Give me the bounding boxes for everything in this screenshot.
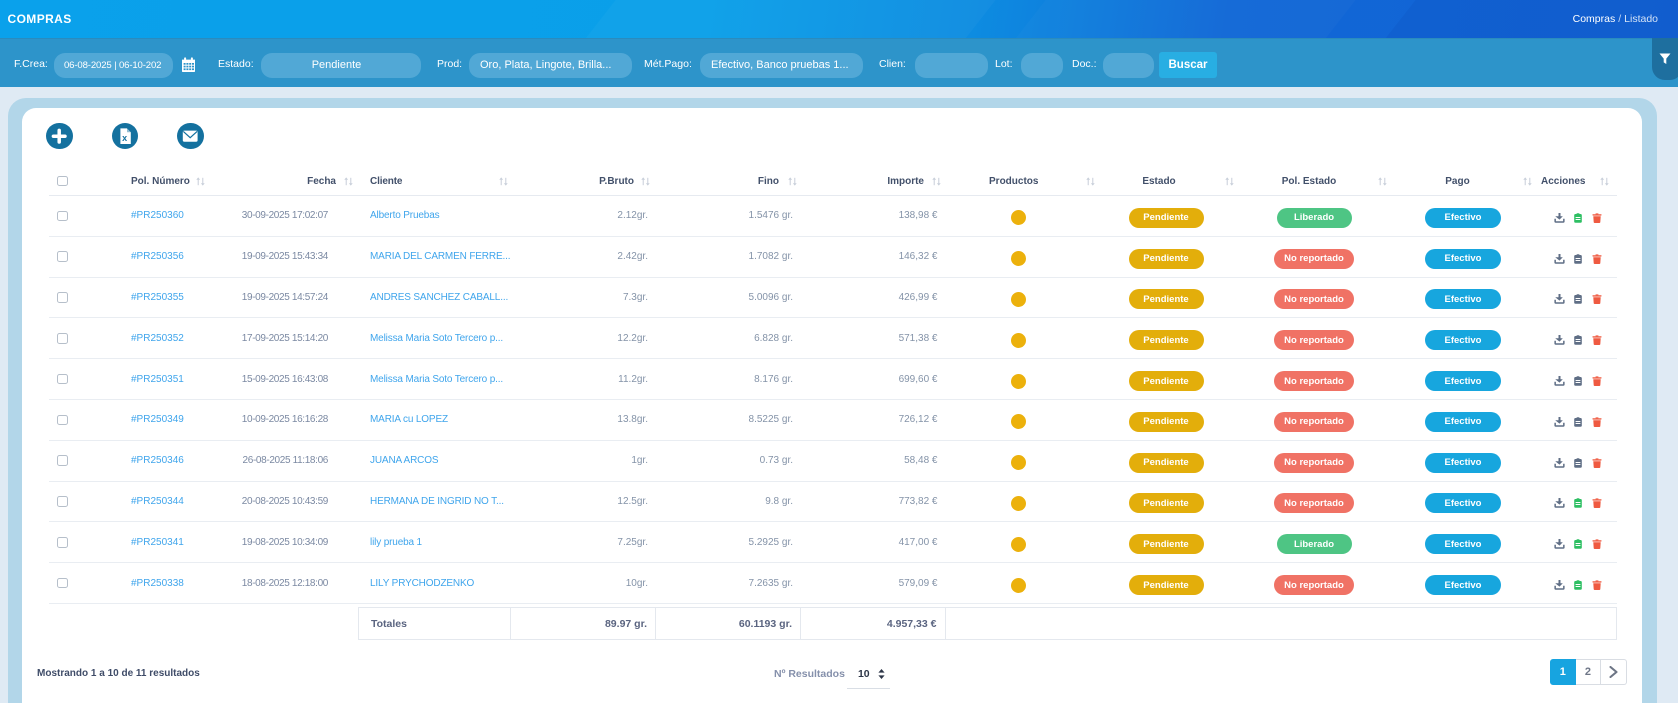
svg-text:x: x xyxy=(122,133,127,143)
